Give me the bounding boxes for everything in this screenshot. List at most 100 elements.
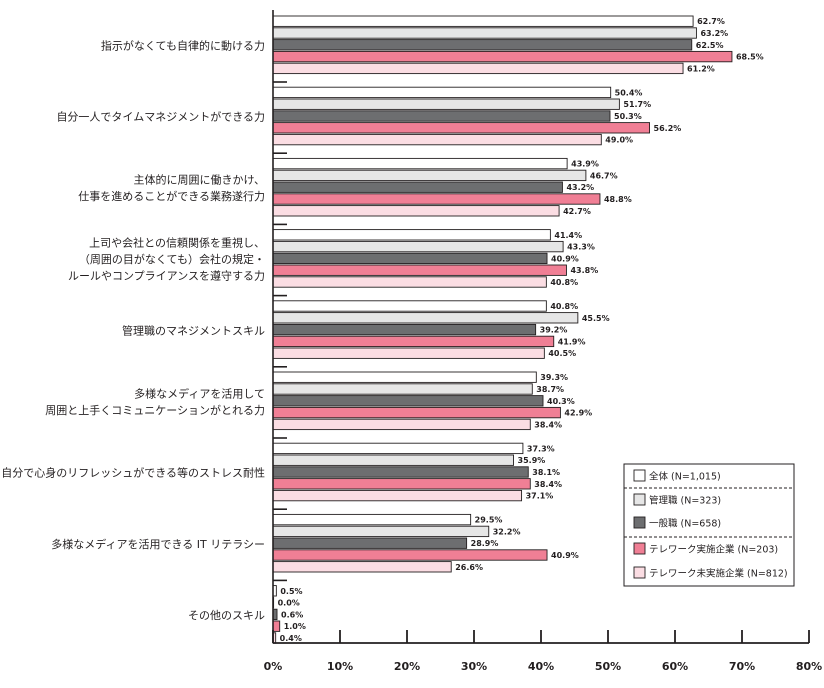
category-6-bar-series-1	[272, 371, 537, 383]
category-7-value-label-series-2: 35.9%	[518, 456, 546, 465]
category-6-value-label-series-2: 38.7%	[536, 385, 564, 394]
category-4-bar-series-5	[272, 276, 547, 288]
category-7-value-label-series-1: 37.3%	[527, 444, 555, 453]
legend-swatch-series-5	[633, 566, 646, 579]
category-1-bar-series-4	[272, 50, 733, 63]
category-3-value-label-series-4: 48.8%	[604, 195, 632, 204]
legend-label-series-5: テレワーク未実施企業 (N=812)	[649, 568, 788, 580]
category-6-value-label-series-3: 40.3%	[547, 397, 575, 406]
category-3-value-label-series-1: 43.9%	[571, 160, 599, 169]
category-3-bar-series-3	[272, 181, 563, 193]
category-5-bar-series-1	[272, 300, 547, 312]
x-tick-label-6: 50%	[595, 660, 621, 673]
category-7-value-label-series-3: 38.1%	[532, 468, 560, 477]
category-9-value-label-series-2: 0.0%	[278, 599, 300, 608]
category-8-bar-series-2	[272, 525, 490, 538]
category-4-value-label-series-3: 40.9%	[551, 254, 579, 263]
legend-swatch-series-1	[633, 469, 646, 482]
category-9-value-label-series-4: 1.0%	[284, 622, 306, 631]
category-7-bar-series-3	[272, 466, 529, 478]
x-tick-label-2: 10%	[327, 660, 353, 673]
category-8-value-label-series-4: 40.9%	[551, 551, 579, 560]
category-1-bar-series-1	[272, 15, 694, 27]
category-2-bar-series-4	[272, 122, 650, 134]
category-8-value-label-series-3: 28.9%	[471, 539, 499, 548]
category-4-bar-series-2	[272, 240, 564, 253]
x-tick-label-1: 0%	[264, 660, 283, 673]
category-9-value-label-series-3: 0.6%	[281, 610, 303, 619]
category-5-value-label-series-4: 41.9%	[558, 337, 586, 346]
category-1-label-line-1: 指示がなくても自律的に動ける力	[101, 39, 265, 53]
x-tick-label-7: 60%	[662, 660, 688, 673]
category-6-bar-series-4	[272, 406, 561, 419]
category-5-bar-series-3	[272, 323, 537, 336]
category-2-value-label-series-5: 49.0%	[605, 136, 633, 145]
legend-label-series-4: テレワーク実施企業 (N=203)	[649, 544, 778, 556]
category-9-value-label-series-1: 0.5%	[280, 587, 302, 596]
category-4-label-line-3: ルールやコンプライアンスを遵守する力	[68, 269, 265, 283]
category-3-value-label-series-2: 46.7%	[590, 171, 618, 180]
category-2-value-label-series-4: 56.2%	[654, 124, 682, 133]
category-7-bar-series-4	[272, 478, 531, 490]
category-3-bar-series-1	[272, 157, 568, 170]
legend-swatch-series-4	[633, 542, 646, 555]
category-3-label-line-1: 主体的に周囲に働きかけ、	[134, 173, 265, 187]
category-4-label-line-2: （周囲の目がなくても）会社の規定・	[79, 252, 265, 266]
category-4-value-label-series-2: 43.3%	[567, 243, 595, 252]
category-5-bar-series-2	[272, 312, 579, 324]
category-1-bar-series-3	[272, 39, 693, 51]
legend-swatch-series-2	[633, 493, 646, 506]
category-7-label-line-1: 自分で心身のリフレッシュができる等のストレス耐性	[1, 466, 265, 480]
legend-swatch-series-3	[633, 516, 646, 529]
category-6-value-label-series-4: 42.9%	[564, 409, 592, 418]
category-3-bar-series-4	[272, 193, 601, 205]
category-4-bar-series-3	[272, 252, 548, 265]
x-tick-label-8: 70%	[729, 660, 755, 673]
category-3-label-line-2: 仕事を進めることができる業務遂行力	[78, 189, 265, 203]
legend-label-series-2: 管理職 (N=323)	[649, 495, 721, 507]
category-4-bar-series-4	[272, 264, 567, 276]
category-8-bar-series-5	[272, 561, 452, 573]
category-8-value-label-series-5: 26.6%	[455, 563, 483, 572]
category-3-bar-series-5	[272, 205, 560, 217]
category-3-bar-series-2	[272, 169, 587, 182]
category-4-value-label-series-4: 43.8%	[570, 266, 598, 275]
category-5-value-label-series-1: 40.8%	[550, 302, 578, 311]
category-7-bar-series-5	[272, 489, 523, 502]
category-2-bar-series-1	[272, 86, 612, 99]
category-7-bar-series-1	[272, 442, 524, 455]
category-4-value-label-series-5: 40.8%	[550, 278, 578, 287]
category-5-value-label-series-5: 40.5%	[548, 349, 576, 358]
category-6-bar-series-2	[272, 383, 533, 395]
category-6-value-label-series-5: 38.4%	[534, 420, 562, 429]
category-5-bar-series-5	[272, 347, 545, 359]
legend-box	[623, 463, 795, 587]
category-6-label-line-2: 周囲と上手くコミュニケーションがとれる力	[45, 403, 265, 417]
category-8-bar-series-4	[272, 549, 548, 561]
category-1-value-label-series-5: 61.2%	[687, 64, 715, 73]
category-9-label-line-1: その他のスキル	[188, 609, 265, 622]
category-2-bar-series-5	[272, 133, 602, 146]
category-4-bar-series-1	[272, 229, 551, 241]
category-2-value-label-series-3: 50.3%	[614, 112, 642, 121]
category-5-label-line-1: 管理職のマネジメントスキル	[122, 323, 265, 337]
category-8-value-label-series-2: 32.2%	[493, 527, 521, 536]
category-9-bar-series-4	[272, 620, 281, 632]
category-7-value-label-series-4: 38.4%	[534, 480, 562, 489]
category-5-value-label-series-3: 39.2%	[540, 326, 568, 335]
category-8-bar-series-3	[272, 537, 468, 549]
category-2-value-label-series-1: 50.4%	[615, 88, 643, 97]
category-1-bar-series-2	[272, 27, 697, 39]
category-8-value-label-series-1: 29.5%	[475, 516, 503, 525]
category-1-value-label-series-4: 68.5%	[736, 53, 764, 62]
x-tick-label-9: 80%	[796, 660, 822, 673]
category-2-bar-series-3	[272, 110, 611, 122]
category-1-bar-series-5	[272, 62, 684, 75]
x-tick-label-5: 40%	[528, 660, 554, 673]
legend-label-series-3: 一般職 (N=658)	[649, 518, 721, 530]
category-6-bar-series-5	[272, 418, 531, 431]
category-6-label-line-1: 多様なメディアを活用して	[134, 386, 265, 400]
category-7-bar-series-2	[272, 454, 514, 466]
category-8-bar-series-1	[272, 513, 472, 526]
